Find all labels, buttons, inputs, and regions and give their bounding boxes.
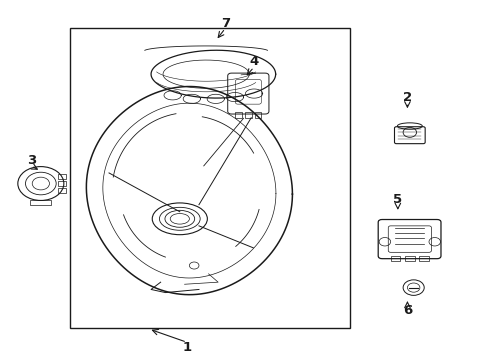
Text: 4: 4 bbox=[249, 55, 258, 68]
Text: 5: 5 bbox=[392, 193, 402, 206]
Bar bbox=[58, 181, 66, 186]
Bar bbox=[404, 256, 414, 261]
Bar bbox=[69, 28, 349, 328]
Bar bbox=[235, 112, 242, 118]
Bar bbox=[30, 200, 51, 206]
Bar bbox=[244, 112, 251, 118]
Text: 2: 2 bbox=[402, 91, 411, 104]
Bar bbox=[254, 112, 261, 118]
Text: 6: 6 bbox=[402, 304, 411, 317]
Bar bbox=[58, 188, 66, 193]
Text: 3: 3 bbox=[26, 154, 36, 167]
Bar bbox=[390, 256, 399, 261]
Text: 7: 7 bbox=[220, 17, 229, 30]
Bar bbox=[58, 174, 66, 179]
Bar bbox=[419, 256, 428, 261]
Text: 1: 1 bbox=[182, 341, 191, 354]
